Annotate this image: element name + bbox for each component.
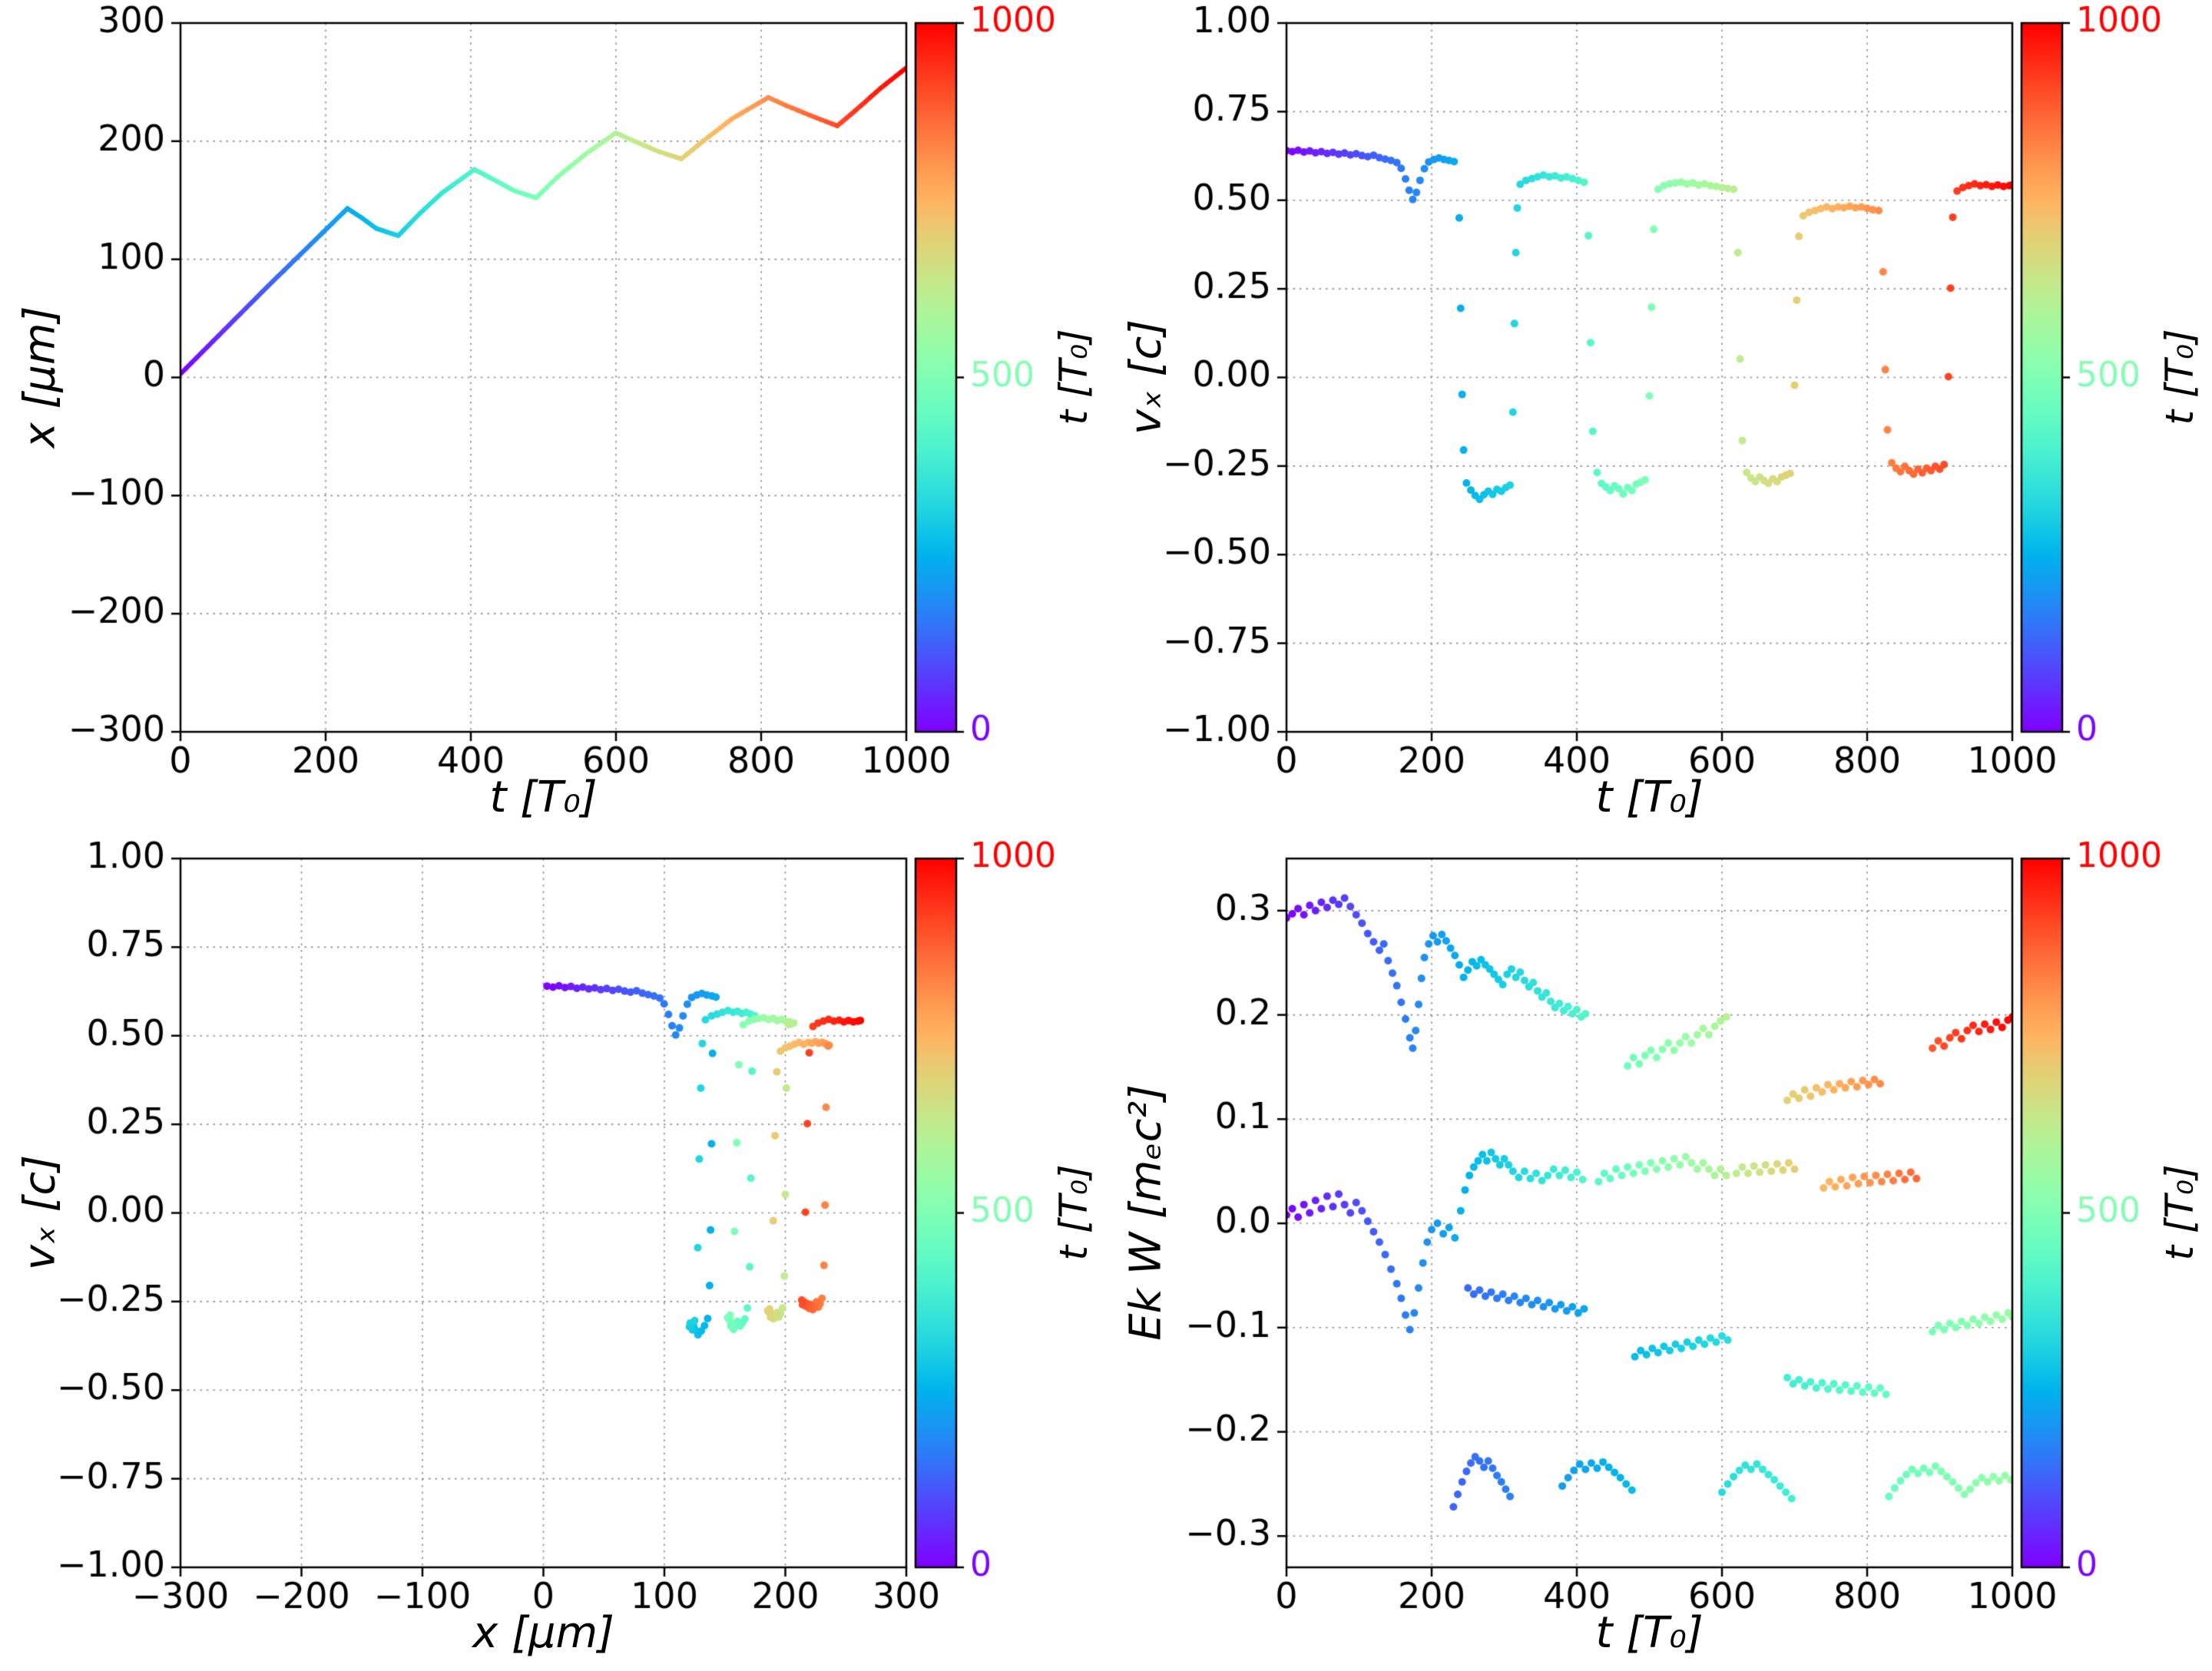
y-axis-label-x-vs-t: x [μm] [15, 306, 65, 448]
panel-vx-vs-t: vₓ [c] t [T₀] t [T₀] [1106, 0, 2212, 836]
x-axis-label-vx-vs-t: t [T₀] [1595, 773, 1704, 822]
colorbar-label-0: t [T₀] [1051, 329, 1096, 425]
y-axis-label-vx-vs-t: vₓ [c] [1121, 319, 1171, 435]
panel-x-vs-t: x [μm] t [T₀] t [T₀] [0, 0, 1106, 836]
colorbar-label-1: t [T₀] [2157, 329, 2202, 425]
x-axis-label-x-vs-t: t [T₀] [489, 773, 598, 822]
panel-ekw-vs-t: Ek W [mₑc²] t [T₀] t [T₀] [1106, 836, 2212, 1671]
plot-canvas-1 [1106, 0, 2212, 836]
x-axis-label-ekw-vs-t: t [T₀] [1595, 1608, 1704, 1658]
plot-canvas-3 [1106, 836, 2212, 1671]
panel-vx-vs-x: vₓ [c] x [μm] t [T₀] [0, 836, 1106, 1671]
plot-canvas-2 [0, 836, 1106, 1671]
y-axis-label-ekw-vs-t: Ek W [mₑc²] [1121, 1084, 1171, 1341]
colorbar-label-2: t [T₀] [1051, 1164, 1096, 1261]
x-axis-label-vx-vs-x: x [μm] [472, 1608, 614, 1658]
y-axis-label-vx-vs-x: vₓ [c] [15, 1154, 65, 1271]
plot-canvas-0 [0, 0, 1106, 836]
colorbar-label-3: t [T₀] [2157, 1164, 2202, 1261]
